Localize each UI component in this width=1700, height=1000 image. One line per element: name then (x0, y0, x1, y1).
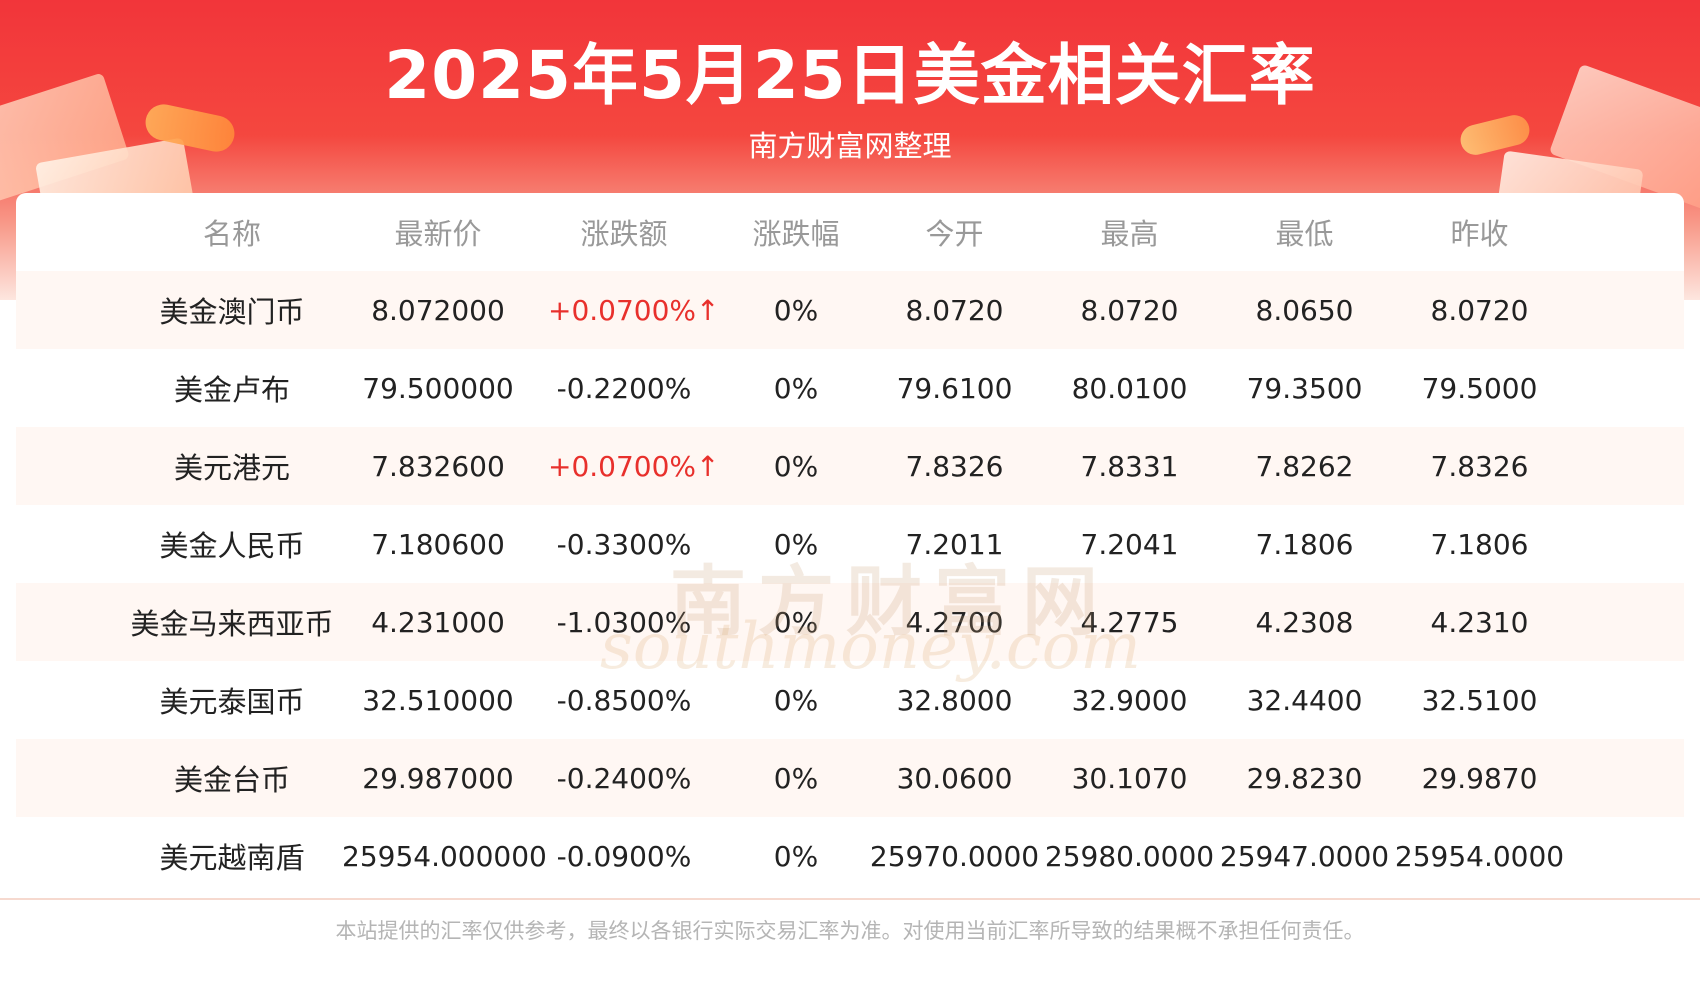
open-price: 32.8000 (896, 683, 1013, 717)
change-amount: -0.2400% (556, 761, 692, 795)
rate-name: 美金澳门币 (159, 295, 305, 329)
prev-close: 8.0720 (1430, 293, 1529, 327)
open-price: 4.2700 (905, 605, 1004, 639)
latest-price: 7.180600 (371, 527, 505, 561)
change-percent: 0% (773, 605, 819, 639)
low-price: 79.3500 (1246, 371, 1363, 405)
table-row: 美元港元 7.832600 +0.0700%↑ 0% 7.8326 7.8331 7.826… (16, 427, 1684, 505)
column-header-name: 名称 (202, 217, 261, 251)
latest-price: 32.510000 (362, 683, 514, 717)
table-header: 名称 最新价 涨跌额 涨跌幅 今开 最高 最低 昨收 (16, 193, 1684, 271)
column-header-latest: 最新价 (394, 217, 482, 251)
high-price: 30.1070 (1071, 761, 1188, 795)
prev-close: 7.1806 (1430, 527, 1529, 561)
prev-close: 79.5000 (1421, 371, 1538, 405)
column-header-high: 最高 (1100, 217, 1159, 251)
rate-name: 美元泰国币 (159, 685, 305, 719)
change-amount: -0.0900% (556, 839, 692, 873)
high-price: 4.2775 (1080, 605, 1179, 639)
column-header-change: 涨跌额 (580, 217, 668, 251)
low-price: 7.8262 (1255, 449, 1354, 483)
change-percent: 0% (773, 527, 819, 561)
rate-name: 美金卢布 (173, 373, 290, 407)
latest-price: 29.987000 (362, 761, 514, 795)
page-subtitle: 南方财富网整理 (748, 129, 952, 163)
prev-close: 4.2310 (1430, 605, 1529, 639)
column-header-prev-close: 昨收 (1450, 217, 1509, 251)
rate-name: 美元港元 (173, 451, 290, 485)
high-price: 25980.0000 (1044, 839, 1215, 873)
table-row: 美金澳门币 8.072000 +0.0700%↑ 0% 8.0720 8.0720 8.06… (16, 271, 1684, 349)
change-amount: -0.3300% (556, 527, 692, 561)
high-price: 32.9000 (1071, 683, 1188, 717)
low-price: 8.0650 (1255, 293, 1354, 327)
latest-price: 7.832600 (371, 449, 505, 483)
table-row: 美金马来西亚币 4.231000 -1.0300% 0% 4.2700 4.2775 4.2… (16, 583, 1684, 661)
high-price: 7.8331 (1080, 449, 1179, 483)
change-amount: -0.2200% (556, 371, 692, 405)
rate-name: 美元越南盾 (159, 841, 305, 875)
open-price: 7.2011 (905, 527, 1004, 561)
change-amount: -0.8500% (556, 683, 692, 717)
table-body: 美金澳门币 8.072000 +0.0700%↑ 0% 8.0720 8.0720 8.06… (16, 271, 1684, 895)
change-percent: 0% (773, 449, 819, 483)
prev-close: 7.8326 (1430, 449, 1529, 483)
prev-close: 29.9870 (1421, 761, 1538, 795)
table-row: 美元泰国币 32.510000 -0.8500% 0% 32.8000 32.9000 32… (16, 661, 1684, 739)
disclaimer-text: 本站提供的汇率仅供参考，最终以各银行实际交易汇率为准。对使用当前汇率所导致的结果… (335, 919, 1365, 943)
latest-price: 25954.000000 (342, 839, 547, 873)
latest-price: 79.500000 (362, 371, 514, 405)
change-amount: +0.0700%↑ (548, 449, 720, 483)
latest-price: 8.072000 (371, 293, 505, 327)
low-price: 29.8230 (1246, 761, 1363, 795)
low-price: 4.2308 (1255, 605, 1354, 639)
change-amount: -1.0300% (556, 605, 692, 639)
change-percent: 0% (773, 293, 819, 327)
open-price: 79.6100 (896, 371, 1013, 405)
prev-close: 32.5100 (1421, 683, 1538, 717)
high-price: 8.0720 (1080, 293, 1179, 327)
open-price: 8.0720 (905, 293, 1004, 327)
table-row: 美元越南盾 25954.000000 -0.0900% 0% 25970.0000 259… (16, 817, 1684, 895)
column-header-change-pct: 涨跌幅 (752, 217, 840, 251)
change-percent: 0% (773, 371, 819, 405)
open-price: 30.0600 (896, 761, 1013, 795)
change-percent: 0% (773, 761, 819, 795)
high-price: 80.0100 (1071, 371, 1188, 405)
table-row: 美金人民币 7.180600 -0.3300% 0% 7.2011 7.2041 7.180… (16, 505, 1684, 583)
table-row: 美金台币 29.987000 -0.2400% 0% 30.0600 30.1070 29.… (16, 739, 1684, 817)
change-amount: +0.0700%↑ (548, 293, 720, 327)
table-row: 美金卢布 79.500000 -0.2200% 0% 79.6100 80.0100 79.… (16, 349, 1684, 427)
open-price: 7.8326 (905, 449, 1004, 483)
open-price: 25970.0000 (869, 839, 1040, 873)
column-header-low: 最低 (1275, 217, 1334, 251)
rate-name: 美金马来西亚币 (130, 607, 334, 641)
low-price: 25947.0000 (1219, 839, 1390, 873)
latest-price: 4.231000 (371, 605, 505, 639)
change-percent: 0% (773, 683, 819, 717)
rate-name: 美金人民币 (159, 529, 305, 563)
rates-table-panel: 名称 最新价 涨跌额 涨跌幅 今开 最高 最低 昨收 美金澳门币 8.072000… (16, 193, 1684, 899)
low-price: 32.4400 (1246, 683, 1363, 717)
prev-close: 25954.0000 (1394, 839, 1565, 873)
high-price: 7.2041 (1080, 527, 1179, 561)
footer-divider (0, 898, 1700, 900)
low-price: 7.1806 (1255, 527, 1354, 561)
page-title: 2025年5月25日美金相关汇率 (384, 37, 1316, 114)
change-percent: 0% (773, 839, 819, 873)
column-header-open: 今开 (925, 217, 984, 251)
rate-name: 美金台币 (173, 763, 290, 797)
